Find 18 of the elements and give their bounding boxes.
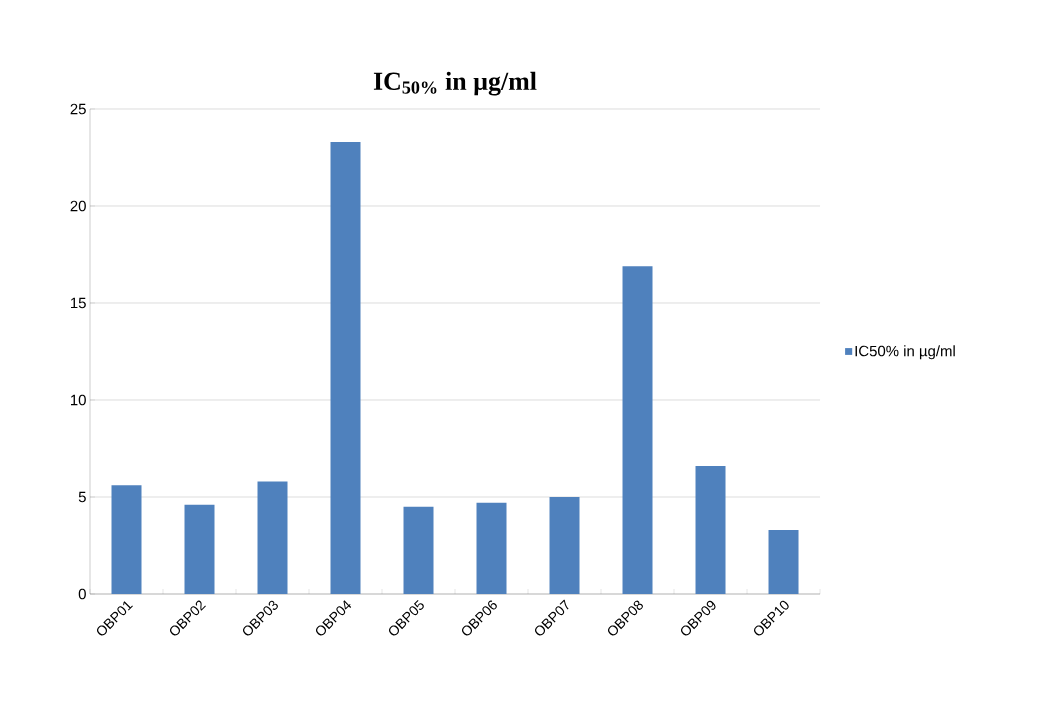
bar <box>257 481 288 594</box>
legend-label: IC50% in µg/ml <box>855 345 955 360</box>
bar <box>403 506 434 594</box>
y-tick-label: 25 <box>70 103 86 115</box>
chart-title: IC$_{50%}$ in µg/ml <box>373 71 537 96</box>
bar <box>768 529 799 594</box>
bar <box>549 497 580 594</box>
bar <box>622 266 653 594</box>
bar <box>330 141 361 594</box>
y-tick-label: 0 <box>78 588 86 600</box>
bar <box>184 504 215 594</box>
bar <box>695 465 726 594</box>
bar <box>476 502 507 594</box>
y-tick-label: 15 <box>71 297 86 309</box>
y-tick-label: 5 <box>78 491 86 503</box>
y-tick-label: 20 <box>70 200 86 212</box>
bar <box>111 485 142 594</box>
y-tick-label: 10 <box>71 394 86 406</box>
